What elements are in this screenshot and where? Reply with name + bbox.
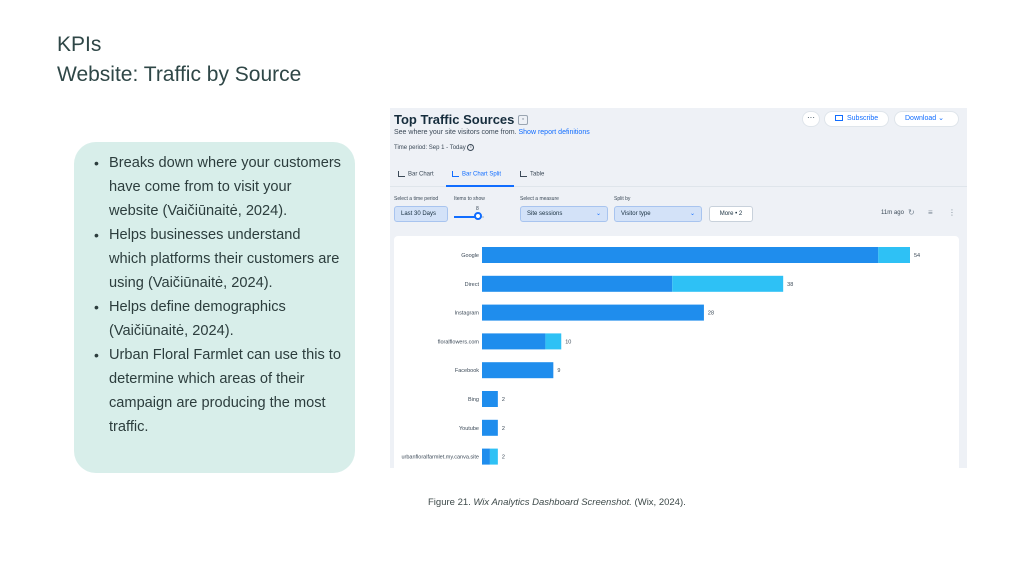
kebab-menu-icon[interactable]: ⋮ (948, 208, 956, 217)
caption-suffix: (Wix, 2024). (631, 497, 686, 508)
tab-label: Bar Chart (408, 171, 434, 178)
bar-segment[interactable] (482, 247, 879, 263)
bullet-item: Urban Floral Farmlet can use this to det… (94, 343, 341, 439)
bar-value-label: 2 (502, 455, 505, 461)
split-by-value: Visitor type (621, 211, 651, 217)
subscribe-button[interactable]: Subscribe (824, 111, 889, 127)
download-button[interactable]: Download ⌄ (894, 111, 959, 127)
tab-table[interactable]: Table (520, 171, 544, 178)
bar-segment[interactable] (482, 362, 554, 379)
slide-title-line1: KPIs (57, 33, 102, 56)
chevron-down-icon: ⌄ (595, 211, 601, 217)
measure-select[interactable]: Site sessions ⌄ (520, 206, 608, 222)
items-to-show-label: Items to show (454, 196, 485, 202)
subtitle-text: See where your site visitors come from. (394, 129, 517, 136)
measure-label: Select a measure (520, 196, 559, 202)
category-label: urbanfloralfarmlet.my.canva.site (401, 455, 479, 461)
active-tab-indicator (446, 185, 514, 187)
bar-segment[interactable] (482, 391, 498, 407)
tab-bar-chart-split[interactable]: Bar Chart Split (452, 171, 501, 178)
bar-segment[interactable] (482, 275, 673, 292)
category-label: Direct (465, 282, 480, 288)
bar-value-label: 54 (914, 253, 920, 259)
bar-value-label: 38 (787, 282, 793, 288)
info-icon[interactable]: i (467, 144, 475, 151)
measure-value: Site sessions (527, 211, 563, 217)
time-period-text: Time period: Sep 1 - Today (394, 145, 466, 152)
bar-segment[interactable] (482, 448, 490, 465)
table-icon (520, 171, 527, 177)
bar-value-label: 2 (502, 397, 505, 403)
category-label: Facebook (455, 368, 479, 374)
bullet-item: Helps define demographics (Vaičiūnaitė, … (94, 295, 341, 343)
dashboard-subtitle: See where your site visitors come from. … (394, 129, 590, 136)
bullet-item: Helps businesses understand which platfo… (94, 223, 341, 295)
caption-title: Wix Analytics Dashboard Screenshot. (473, 497, 632, 508)
last-updated: 11m ago (881, 210, 904, 216)
slide-title: KPIs Website: Traffic by Source (57, 30, 301, 90)
split-by-select[interactable]: Visitor type ⌄ (614, 206, 702, 222)
refresh-icon[interactable]: ↻ (908, 208, 915, 217)
tab-bar: Bar Chart Bar Chart Split Table (390, 167, 967, 187)
category-label: Instagram (455, 311, 480, 317)
split-by-label: Split by (614, 196, 631, 202)
items-slider-fill (454, 216, 478, 218)
bar-chart-split-icon (452, 171, 459, 177)
items-slider-handle[interactable] (474, 212, 482, 220)
time-period-select[interactable]: Last 30 Days (394, 206, 448, 222)
more-filters-button[interactable]: More • 2 (709, 206, 753, 222)
time-period: Time period: Sep 1 - Today i (394, 144, 475, 152)
bar-segment[interactable] (878, 247, 910, 263)
bar-segment[interactable] (672, 275, 784, 292)
bar-chart-icon (398, 171, 405, 177)
bar-segment[interactable] (482, 304, 704, 321)
bar-segment[interactable] (482, 333, 546, 350)
bar-value-label: 10 (565, 339, 571, 345)
bar-segment[interactable] (482, 419, 498, 436)
tab-label: Table (530, 171, 545, 178)
bar-value-label: 2 (502, 426, 505, 432)
category-label: Bing (468, 397, 479, 403)
chevron-down-icon: ⌄ (689, 211, 695, 217)
caption-prefix: Figure 21. (428, 497, 474, 508)
category-label: Google (461, 253, 479, 259)
bar-value-label: 28 (708, 311, 714, 317)
more-options-button[interactable]: ··· (802, 111, 820, 127)
dashboard-screenshot: Top Traffic Sources ▫ See where your sit… (390, 108, 967, 468)
items-to-show-value: 8 (476, 206, 479, 212)
bar-segment[interactable] (489, 448, 498, 465)
report-definitions-link[interactable]: Show report definitions (518, 129, 590, 136)
download-label: Download (905, 115, 937, 122)
tab-bar-chart[interactable]: Bar Chart (398, 171, 434, 178)
filter-icon[interactable]: ≡ (928, 208, 933, 217)
subscribe-label: Subscribe (847, 115, 879, 122)
pin-icon[interactable]: ▫ (518, 115, 528, 125)
bullet-card: Breaks down where your customers have co… (74, 142, 355, 473)
bar-segment[interactable] (545, 333, 562, 350)
category-label: Youtube (459, 426, 479, 432)
time-period-label: Select a time period (394, 196, 439, 202)
figure-caption: Figure 21. Wix Analytics Dashboard Scree… (428, 497, 686, 508)
traffic-bar-chart: Google 54 Direct 38 Instagram 28 floralflowers… (401, 247, 920, 465)
envelope-icon (835, 115, 843, 122)
tab-label: Bar Chart Split (462, 171, 502, 178)
chevron-down-icon: ⌄ (938, 115, 944, 122)
bar-value-label: 9 (557, 368, 560, 374)
slide-title-line2: Website: Traffic by Source (57, 63, 302, 86)
dashboard-title: Top Traffic Sources (394, 112, 515, 127)
category-label: floralflowers.com (438, 339, 480, 345)
bullet-item: Breaks down where your customers have co… (94, 151, 341, 223)
bullet-list: Breaks down where your customers have co… (94, 151, 341, 439)
chart-panel: Google 54 Direct 38 Instagram 28 floralflowers… (394, 236, 959, 468)
